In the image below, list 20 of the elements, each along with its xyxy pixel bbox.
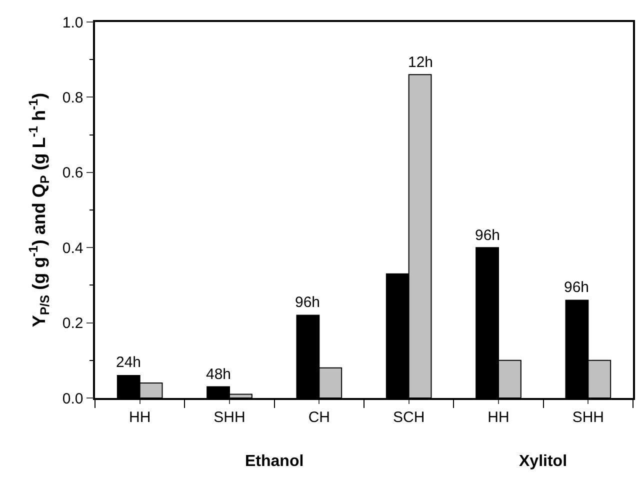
x-tick-label: SCH — [392, 408, 425, 426]
annotation: 48h — [206, 366, 232, 383]
text: Xylitol — [519, 453, 568, 470]
x-tick-label: SHH — [214, 408, 246, 426]
annotation: 12h — [408, 54, 434, 71]
y-tick-label: 0.8 — [62, 89, 84, 106]
x-tick-label: SHH — [572, 408, 604, 426]
x-tick-label: CH — [308, 408, 330, 426]
y-tick-label: 0.4 — [62, 240, 84, 257]
y-tick-label: 0.2 — [62, 315, 84, 332]
y-tick-label: 0.6 — [62, 164, 84, 182]
y-tick-label: 1.0 — [62, 14, 84, 32]
x-tick-label: HH — [488, 408, 510, 426]
annotation: 24h — [116, 354, 142, 371]
x-tick-label: HH — [128, 408, 151, 426]
y-tick-label: 0.0 — [62, 390, 84, 408]
annotation: 96h — [295, 294, 320, 311]
text: Ethanol — [245, 453, 304, 470]
annotation: 96h — [564, 279, 590, 296]
annotation: 96h — [475, 227, 500, 244]
